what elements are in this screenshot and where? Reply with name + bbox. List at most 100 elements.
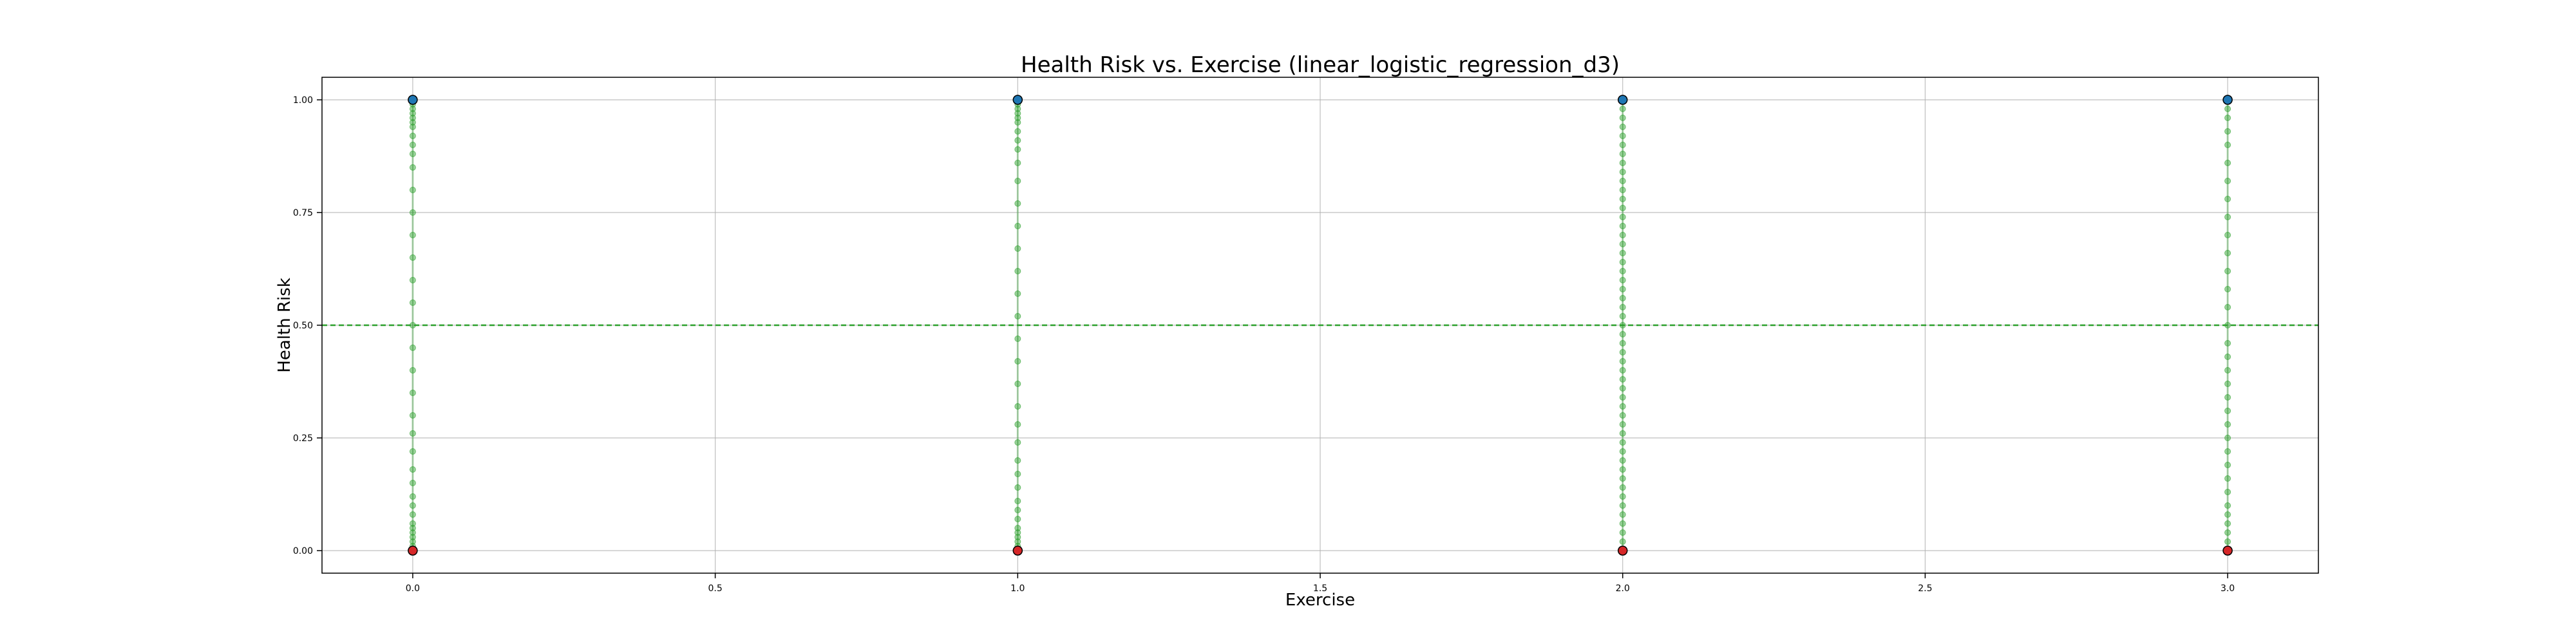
predicted-point <box>1014 439 1021 446</box>
predicted-point <box>1619 412 1626 419</box>
predicted-point <box>1014 160 1021 166</box>
predicted-point <box>409 390 416 396</box>
predicted-point <box>1014 200 1021 207</box>
predicted-point <box>2224 340 2231 346</box>
y-tick-label: 0.25 <box>293 433 313 444</box>
predicted-point <box>409 119 416 126</box>
predicted-point <box>1014 106 1021 112</box>
predicted-point <box>2224 520 2231 527</box>
predicted-point <box>1014 498 1021 504</box>
predicted-point <box>1619 169 1626 175</box>
predicted-point <box>1619 142 1626 148</box>
actual-positive-point <box>1012 95 1023 105</box>
predicted-point <box>1619 385 1626 392</box>
predicted-point <box>409 502 416 509</box>
predicted-point <box>2224 128 2231 135</box>
actual-positive-point <box>2222 95 2233 105</box>
predicted-point <box>1014 358 1021 365</box>
predicted-point <box>1619 340 1626 346</box>
y-axis-label: Health Risk <box>275 278 294 373</box>
predicted-point <box>1619 304 1626 310</box>
predicted-point <box>1014 484 1021 491</box>
predicted-point <box>1619 268 1626 274</box>
predicted-point <box>1619 394 1626 401</box>
predicted-point <box>1014 529 1021 536</box>
predicted-point <box>1014 245 1021 252</box>
actual-negative-point <box>408 545 418 556</box>
predicted-point <box>1619 529 1626 536</box>
predicted-point <box>1619 376 1626 383</box>
predicted-point <box>1014 516 1021 522</box>
predicted-point <box>2224 160 2231 166</box>
x-tick-label: 3.0 <box>2221 583 2235 594</box>
predicted-point <box>1619 313 1626 319</box>
predicted-point <box>409 322 416 328</box>
predicted-point <box>2224 178 2231 184</box>
predicted-point <box>409 164 416 171</box>
predicted-point <box>2224 421 2231 428</box>
predicted-point <box>409 345 416 351</box>
predicted-point <box>1014 119 1021 126</box>
actual-positive-point <box>1617 95 1628 105</box>
predicted-point <box>1619 178 1626 184</box>
actual-negative-point <box>1012 545 1023 556</box>
predicted-point <box>2224 502 2231 509</box>
predicted-point <box>409 511 416 518</box>
predicted-point <box>409 151 416 157</box>
predicted-point <box>2224 475 2231 482</box>
predicted-point <box>2224 196 2231 202</box>
x-tick-label: 1.0 <box>1010 583 1025 594</box>
predicted-point <box>409 466 416 473</box>
predicted-point <box>2224 462 2231 468</box>
predicted-point <box>1014 403 1021 410</box>
predicted-point <box>2224 304 2231 310</box>
predicted-point <box>1619 250 1626 256</box>
predicted-point <box>409 254 416 261</box>
predicted-point <box>2224 250 2231 256</box>
predicted-point <box>1619 457 1626 464</box>
predicted-point <box>1619 322 1626 328</box>
predicted-point <box>2224 268 2231 274</box>
x-tick-label: 0.5 <box>708 583 722 594</box>
predicted-point <box>1619 439 1626 446</box>
predicted-point <box>1619 403 1626 410</box>
x-tick-label: 0.0 <box>406 583 420 594</box>
predicted-point <box>1619 106 1626 112</box>
predicted-point <box>409 525 416 531</box>
predicted-point <box>1014 457 1021 464</box>
predicted-point <box>1014 381 1021 387</box>
predicted-point <box>409 529 416 536</box>
predicted-point <box>1619 511 1626 518</box>
predicted-point <box>1014 178 1021 184</box>
predicted-point <box>409 187 416 193</box>
predicted-point <box>409 448 416 455</box>
predicted-point <box>1014 534 1021 540</box>
predicted-point <box>1014 336 1021 342</box>
predicted-point <box>409 367 416 374</box>
y-tick-label: 0.75 <box>293 208 313 218</box>
data-points <box>408 95 2233 556</box>
predicted-point <box>409 493 416 500</box>
actual-positive-point <box>408 95 418 105</box>
predicted-point <box>1619 520 1626 527</box>
predicted-point <box>1014 146 1021 153</box>
predicted-point <box>1619 232 1626 238</box>
predicted-point <box>1619 475 1626 482</box>
predicted-point <box>409 538 416 545</box>
predicted-point <box>409 133 416 139</box>
predicted-point <box>2224 529 2231 536</box>
predicted-point <box>1619 295 1626 301</box>
predicted-point <box>1619 196 1626 202</box>
predicted-point <box>409 142 416 148</box>
predicted-point <box>2224 489 2231 495</box>
chart-title: Health Risk vs. Exercise (linear_logisti… <box>1021 52 1620 78</box>
predicted-point <box>409 534 416 540</box>
predicted-point <box>409 299 416 306</box>
predicted-point <box>1619 124 1626 130</box>
axis-ticks: 0.0 0.5 1.0 1.5 2.0 2.5 3.0 0.00 0.25 0.50 0.75 1.0… <box>293 95 2235 594</box>
predicted-point <box>1619 286 1626 292</box>
predicted-point <box>2224 142 2231 148</box>
predicted-point <box>1014 268 1021 274</box>
predicted-point <box>1619 430 1626 437</box>
